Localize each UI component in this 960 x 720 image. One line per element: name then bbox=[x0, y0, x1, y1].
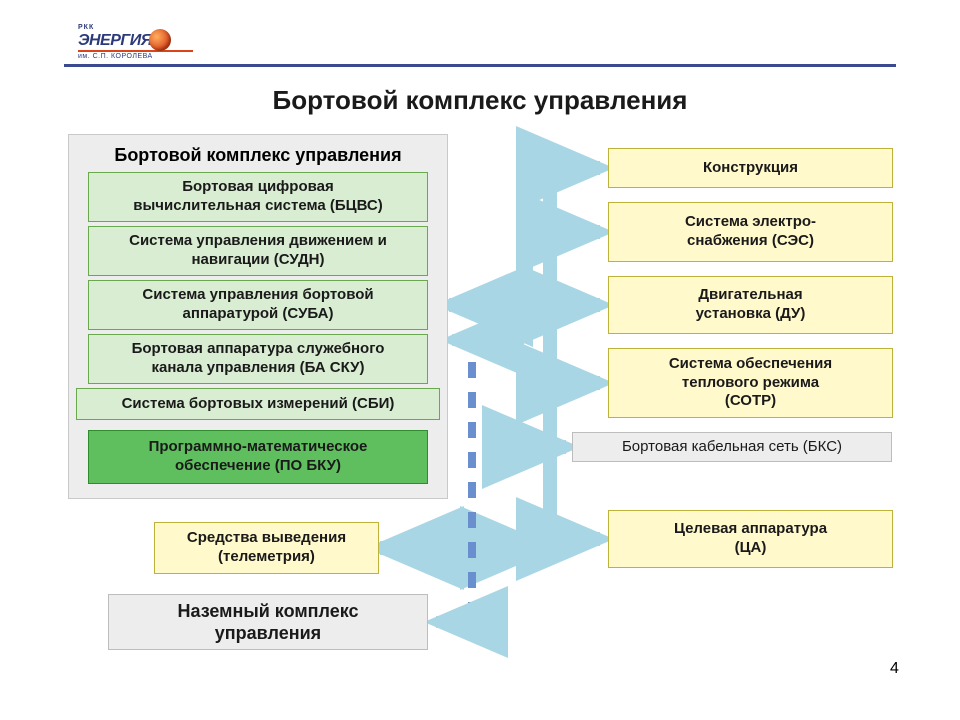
slide-canvas: РКК ЭНЕРГИЯ им. С.П. КОРОЛЕВА Бортовой к… bbox=[0, 0, 960, 720]
logo-top-text: РКК bbox=[78, 24, 193, 31]
page-number: 4 bbox=[890, 660, 899, 678]
box-basku: Бортовая аппаратура служебного канала уп… bbox=[88, 334, 428, 384]
header-divider bbox=[64, 64, 896, 67]
box-ca: Целевая аппаратура (ЦА) bbox=[608, 510, 893, 568]
box-pobku: Программно-математическое обеспечение (П… bbox=[88, 430, 428, 484]
logo-stripe bbox=[78, 50, 193, 52]
box-sudn: Система управления движением и навигации… bbox=[88, 226, 428, 276]
box-du: Двигательная установка (ДУ) bbox=[608, 276, 893, 334]
logo-main: ЭНЕРГИЯ bbox=[78, 31, 193, 51]
box-bcvs: Бортовая цифровая вычислительная система… bbox=[88, 172, 428, 222]
box-ses: Система электро- снабжения (СЭС) bbox=[608, 202, 893, 262]
group-bku-title: Бортовой комплекс управления bbox=[69, 135, 447, 174]
slide-title: Бортовой комплекс управления bbox=[0, 85, 960, 116]
logo-main-text: ЭНЕРГИЯ bbox=[78, 32, 152, 50]
logo-sub-text: им. С.П. КОРОЛЕВА bbox=[78, 53, 193, 60]
box-bks: Бортовая кабельная сеть (БКС) bbox=[572, 432, 892, 462]
logo: РКК ЭНЕРГИЯ им. С.П. КОРОЛЕВА bbox=[78, 24, 193, 60]
box-sotr: Система обеспечения теплового режима (СО… bbox=[608, 348, 893, 418]
box-telem: Средства выведения (телеметрия) bbox=[154, 522, 379, 574]
logo-orb-icon bbox=[149, 29, 171, 51]
box-suba: Система управления бортовой аппаратурой … bbox=[88, 280, 428, 330]
box-sbi: Система бортовых измерений (СБИ) bbox=[76, 388, 440, 420]
box-konstr: Конструкция bbox=[608, 148, 893, 188]
box-nku: Наземный комплекс управления bbox=[108, 594, 428, 650]
